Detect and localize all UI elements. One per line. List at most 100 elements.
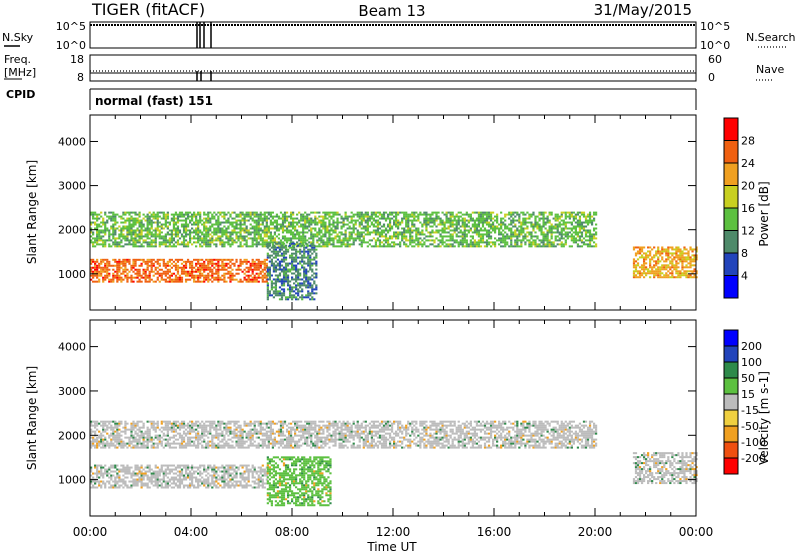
echo-cell	[267, 217, 270, 220]
echo-cell	[209, 241, 212, 244]
echo-cell	[166, 227, 169, 230]
echo-cell	[257, 213, 260, 216]
echo-cell	[477, 215, 481, 218]
echo-cell	[322, 243, 325, 246]
echo-cell	[96, 466, 99, 469]
echo-cell	[253, 227, 256, 230]
echo-cell	[166, 264, 169, 267]
echo-cell	[239, 227, 242, 230]
echo-cell	[689, 270, 692, 273]
echo-cell	[526, 221, 529, 224]
echo-cell	[278, 266, 282, 269]
echo-cell	[588, 233, 592, 236]
echo-cell	[299, 286, 302, 289]
echo-cell	[352, 239, 355, 242]
echo-cell	[136, 229, 139, 232]
echo-cell	[158, 243, 161, 246]
echo-cell	[576, 239, 580, 242]
echo-cell	[320, 225, 323, 228]
echo-cell	[421, 245, 424, 248]
echo-cell	[193, 231, 196, 234]
echo-cell	[223, 484, 226, 487]
echo-cell	[124, 466, 127, 469]
echo-cell	[558, 221, 561, 224]
echo-cell	[114, 221, 117, 224]
echo-cell	[439, 235, 442, 238]
echo-cell	[401, 235, 404, 238]
echo-cell	[197, 258, 200, 261]
echo-cell	[134, 219, 137, 222]
echo-cell	[280, 264, 284, 267]
echo-cell	[299, 250, 302, 253]
echo-cell	[330, 227, 333, 230]
echo-cell	[295, 280, 298, 283]
echo-cell	[560, 245, 563, 248]
echo-cell	[524, 223, 527, 226]
echo-cell	[310, 233, 313, 236]
echo-cell	[548, 227, 551, 230]
echo-cell	[211, 264, 214, 267]
echo-cell	[92, 270, 95, 273]
echo-cell	[282, 292, 286, 295]
echo-cell	[695, 276, 698, 279]
echo-cell	[146, 268, 149, 271]
echo-cell	[259, 270, 262, 273]
echo-cell	[405, 243, 408, 246]
echo-cell	[441, 221, 444, 224]
echo-cell	[223, 233, 226, 236]
echo-cell	[188, 219, 192, 222]
echo-cell	[261, 243, 264, 246]
echo-cell	[191, 484, 194, 487]
echo-cell	[455, 233, 458, 236]
echo-cell	[170, 274, 173, 277]
echo-cell	[508, 217, 511, 220]
echo-cell	[592, 245, 596, 248]
echo-cell	[299, 242, 302, 245]
echo-cell	[188, 233, 192, 236]
echo-cell	[445, 235, 448, 238]
echo-cell	[142, 478, 145, 481]
echo-cell	[138, 264, 141, 267]
echo-cell	[90, 262, 93, 265]
echo-cell	[651, 258, 654, 261]
echo-cell	[536, 221, 539, 224]
echo-cell	[160, 486, 163, 489]
echo-cell	[253, 274, 256, 277]
echo-cell	[278, 286, 282, 289]
echo-cell	[251, 237, 254, 240]
echo-cell	[90, 239, 93, 242]
echo-cell	[540, 245, 543, 248]
echo-cell	[282, 288, 286, 291]
echo-cell	[100, 274, 103, 277]
echo-cell	[170, 237, 173, 240]
echo-cell	[390, 211, 394, 214]
echo-cell	[128, 229, 131, 232]
echo-cell	[679, 270, 682, 273]
echo-cell	[477, 223, 481, 226]
echo-cell	[425, 221, 428, 224]
echo-cell	[286, 264, 290, 267]
echo-cell	[114, 245, 117, 248]
echo-cell	[405, 217, 408, 220]
echo-cell	[574, 215, 577, 218]
echo-cell	[136, 241, 139, 244]
echo-cell	[227, 241, 230, 244]
echo-cell	[160, 258, 163, 261]
echo-cell	[437, 245, 440, 248]
echo-cell	[144, 260, 147, 263]
echo-cell	[211, 241, 214, 244]
echo-cell	[595, 211, 598, 214]
echo-cell	[162, 237, 165, 240]
echo-cell	[180, 482, 184, 485]
echo-cell	[407, 217, 410, 220]
echo-cell	[201, 258, 204, 261]
echo-cell	[166, 225, 169, 228]
echo-cell	[360, 219, 363, 222]
echo-cell	[588, 219, 592, 222]
echo-cell	[292, 211, 295, 214]
echo-cell	[324, 217, 327, 220]
echo-cell	[642, 276, 646, 279]
echo-cell	[205, 468, 208, 471]
echo-cell	[455, 219, 458, 222]
echo-cell	[336, 241, 339, 244]
